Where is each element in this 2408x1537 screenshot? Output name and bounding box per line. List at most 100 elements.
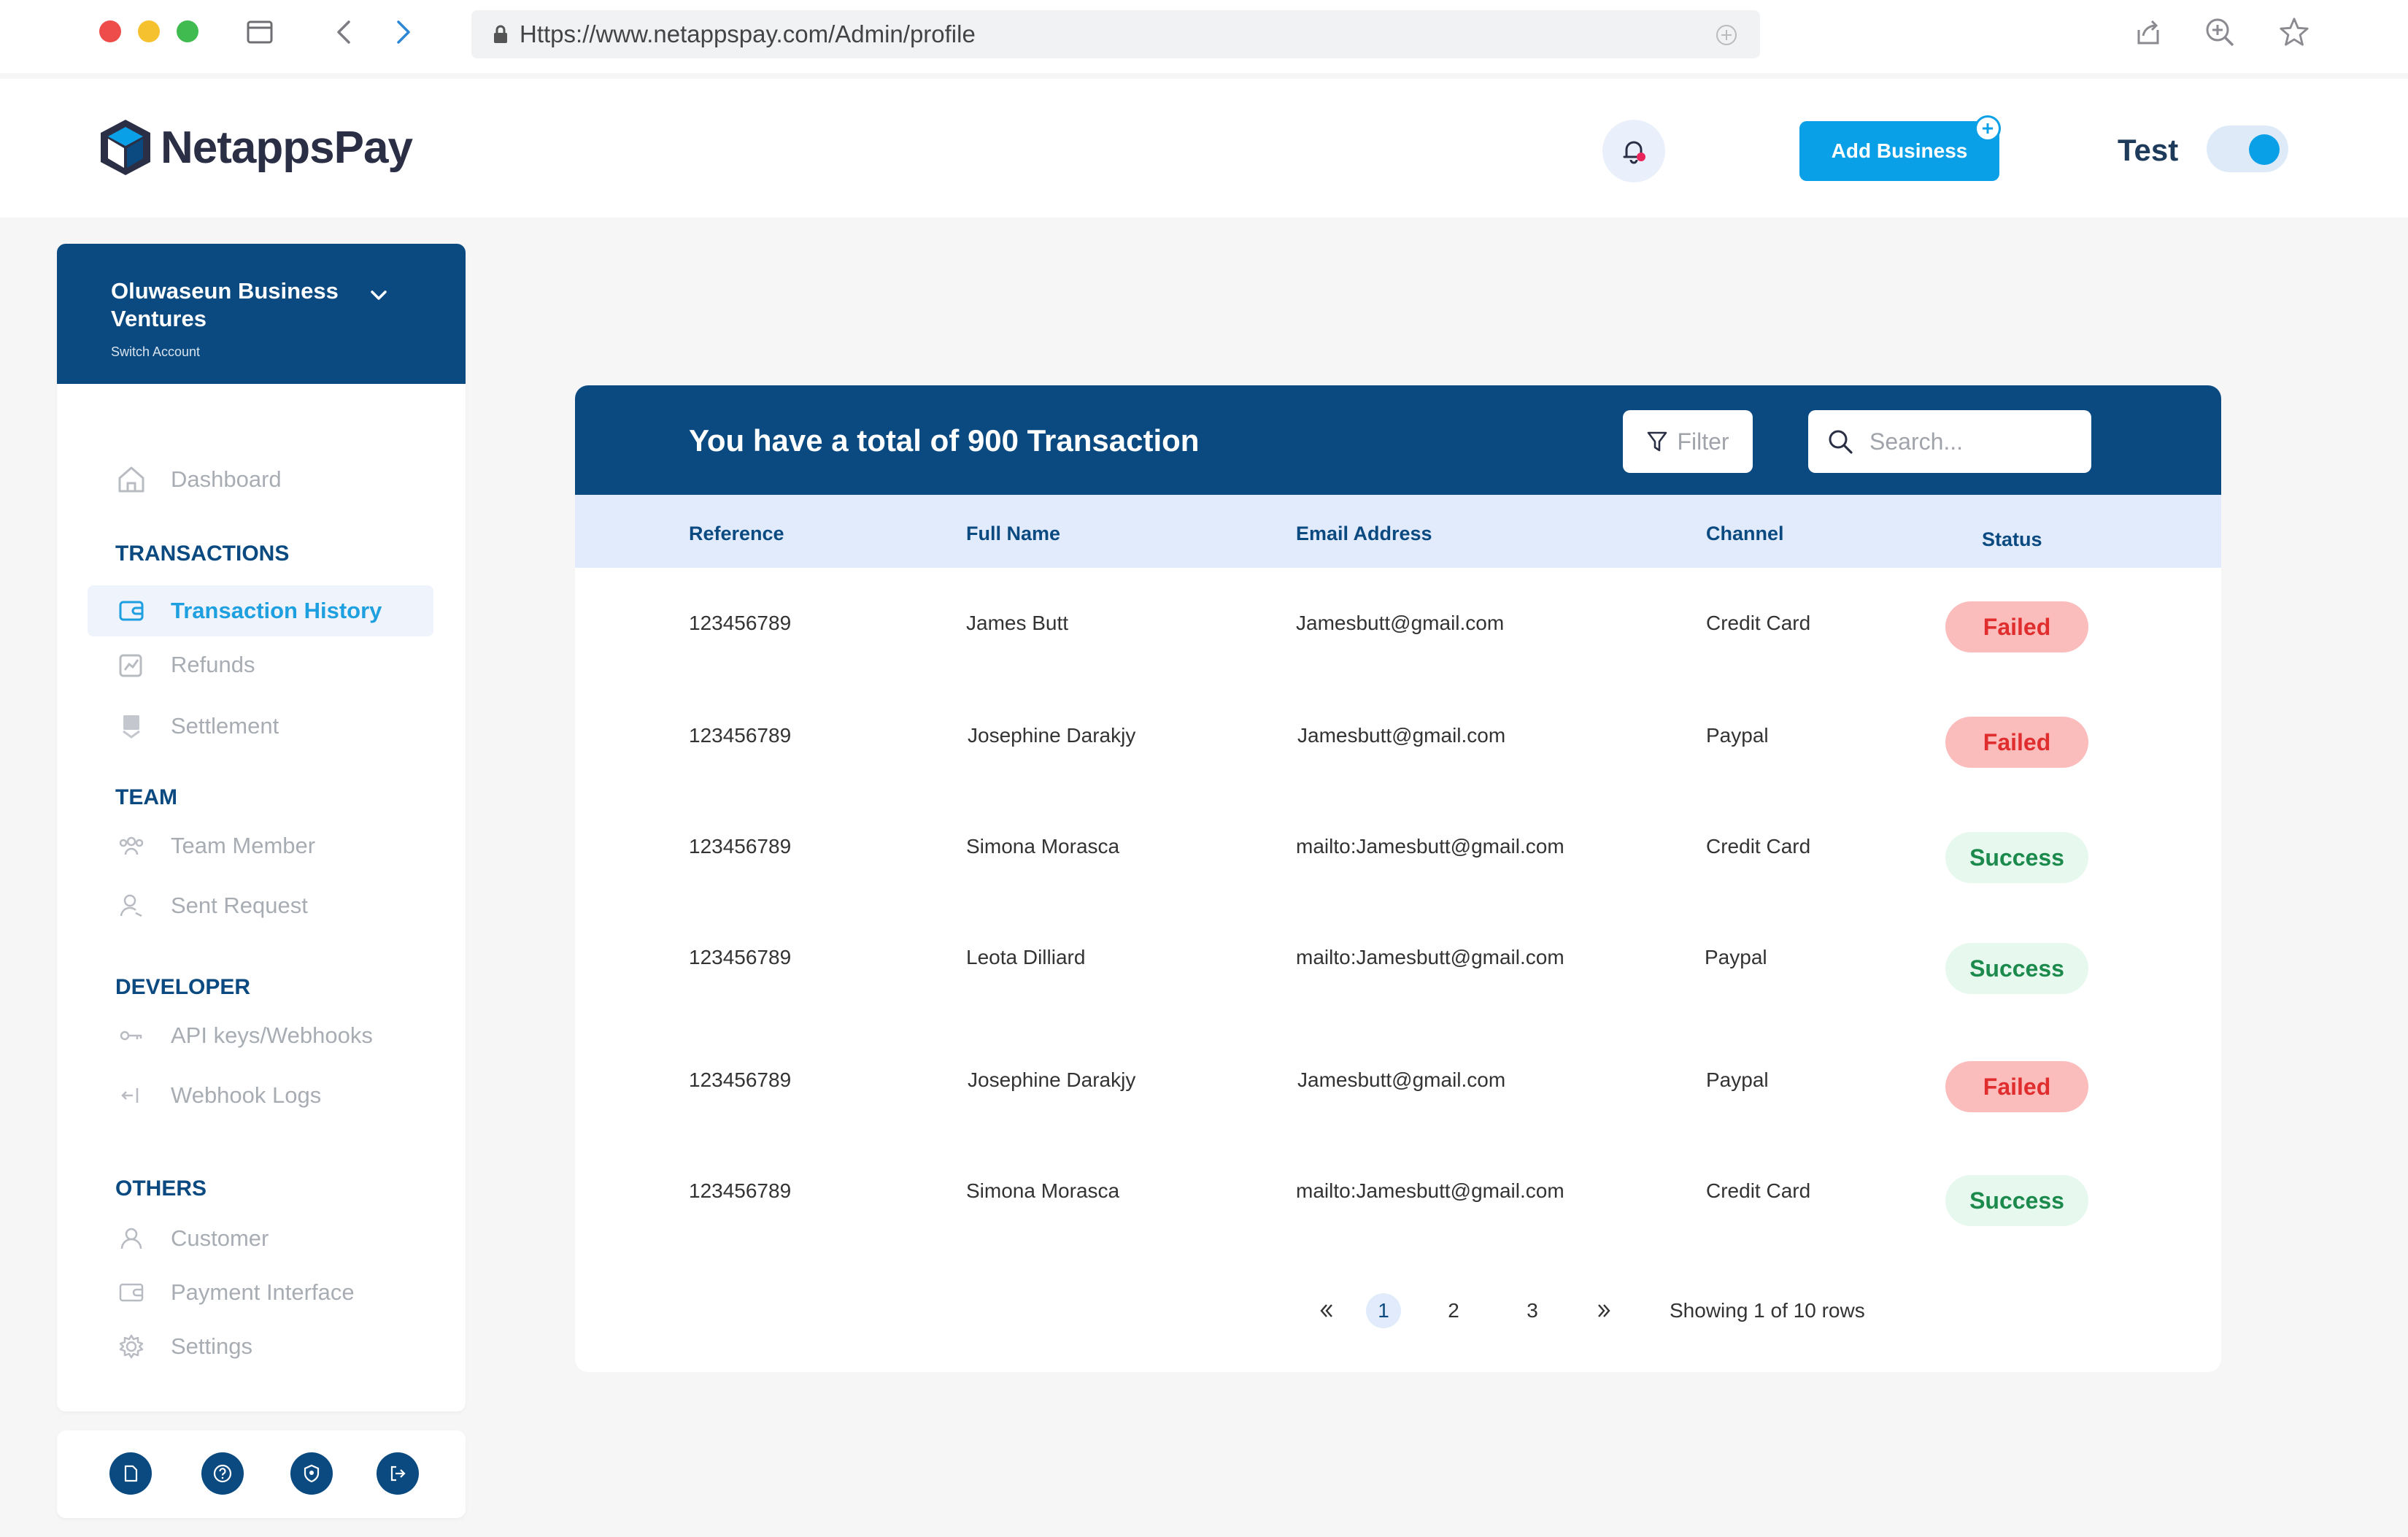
cell-channel: Credit Card <box>1706 1179 1811 1202</box>
table-header: Reference Full Name Email Address Channe… <box>575 495 2221 568</box>
filter-label: Filter <box>1677 428 1729 455</box>
cell-full-name: Josephine Darakjy <box>968 1068 1136 1091</box>
chevron-down-icon[interactable] <box>363 280 394 311</box>
notifications-button[interactable] <box>1602 120 1665 182</box>
plus-icon <box>1975 115 2001 142</box>
sidebar-item-api-keys[interactable]: API keys/Webhooks <box>115 1017 373 1054</box>
filter-button[interactable]: Filter <box>1623 410 1753 473</box>
table-row[interactable]: 123456789 Simona Morasca mailto:Jamesbut… <box>575 806 2221 915</box>
close-window-button[interactable] <box>99 20 121 42</box>
document-icon[interactable] <box>109 1452 152 1495</box>
pagination-info: Showing 1 of 10 rows <box>1670 1299 1865 1322</box>
brand-name: NetappsPay <box>161 122 413 173</box>
last-page-icon[interactable] <box>1586 1293 1621 1328</box>
column-header-status[interactable]: Status <box>1982 528 2042 550</box>
table-row[interactable]: 123456789 Simona Morasca mailto:Jamesbut… <box>575 1150 2221 1260</box>
cell-channel: Paypal <box>1705 946 1767 968</box>
sidebar-item-label: Payment Interface <box>171 1279 355 1305</box>
add-tab-icon[interactable] <box>1715 23 1738 47</box>
sidebar-item-dashboard[interactable]: Dashboard <box>115 461 282 498</box>
page-button-3[interactable]: 3 <box>1527 1299 1538 1322</box>
sidebar-item-label: Settlement <box>171 713 279 739</box>
sidebar-item-settings[interactable]: Settings <box>115 1328 252 1365</box>
transactions-total-title: You have a total of 900 Transaction <box>689 423 1200 458</box>
first-page-icon[interactable] <box>1309 1293 1344 1328</box>
cell-reference: 123456789 <box>689 612 792 634</box>
test-mode-toggle[interactable] <box>2207 126 2288 172</box>
cell-email: mailto:Jamesbutt@gmail.com <box>1296 946 1564 968</box>
page-button-1[interactable]: 1 <box>1366 1293 1401 1328</box>
refund-chart-icon <box>115 649 147 681</box>
account-switcher[interactable]: Oluwaseun Business Ventures Switch Accou… <box>57 244 466 384</box>
share-icon[interactable] <box>2132 16 2164 48</box>
sidebar-toggle-icon[interactable] <box>244 16 276 48</box>
sidebar-item-refunds[interactable]: Refunds <box>115 647 255 683</box>
sidebar-item-transaction-history[interactable]: Transaction History <box>88 585 433 636</box>
sidebar-item-payment-interface[interactable]: Payment Interface <box>115 1274 355 1311</box>
cell-email: mailto:Jamesbutt@gmail.com <box>1296 1179 1564 1202</box>
sidebar-item-settlement[interactable]: Settlement <box>115 708 279 744</box>
table-row[interactable]: 123456789 Leota Dilliard mailto:Jamesbut… <box>575 915 2221 1025</box>
maximize-window-button[interactable] <box>177 20 198 42</box>
help-icon[interactable] <box>201 1452 244 1495</box>
section-others: OTHERS <box>115 1176 207 1201</box>
url-text: Https://www.netappspay.com/Admin/profile <box>520 20 976 47</box>
pagination: 1 2 3 Showing 1 of 10 rows <box>575 1293 2221 1337</box>
logout-icon[interactable] <box>377 1452 419 1495</box>
brand-logo[interactable]: NetappsPay <box>98 117 413 178</box>
add-business-button[interactable]: Add Business <box>1799 121 1999 181</box>
home-icon <box>115 463 147 496</box>
log-arrow-icon <box>115 1079 147 1112</box>
cell-email: Jamesbutt@gmail.com <box>1296 612 1505 634</box>
status-badge: Success <box>1945 832 2088 883</box>
switch-account-label[interactable]: Switch Account <box>111 344 201 359</box>
card-header: You have a total of 900 Transaction Filt… <box>575 385 2221 495</box>
gear-icon <box>115 1330 147 1363</box>
cell-reference: 123456789 <box>689 1179 792 1202</box>
cell-email: Jamesbutt@gmail.com <box>1297 724 1506 747</box>
minimize-window-button[interactable] <box>138 20 160 42</box>
sidebar-item-customer[interactable]: Customer <box>115 1220 269 1257</box>
section-team: TEAM <box>115 785 177 809</box>
zoom-in-icon[interactable] <box>2204 16 2236 48</box>
search-box[interactable] <box>1808 410 2091 473</box>
sidebar-item-webhook-logs[interactable]: Webhook Logs <box>115 1077 321 1114</box>
status-badge: Success <box>1945 1175 2088 1226</box>
column-header-email[interactable]: Email Address <box>1296 523 1432 544</box>
sidebar-item-label: Webhook Logs <box>171 1082 322 1108</box>
section-developer: DEVELOPER <box>115 975 251 999</box>
cell-reference: 123456789 <box>689 835 792 858</box>
table-row[interactable]: 123456789 Josephine Darakjy Jamesbutt@gm… <box>575 1038 2221 1147</box>
column-header-reference[interactable]: Reference <box>689 523 784 544</box>
user-request-icon <box>115 890 147 922</box>
sidebar-item-label: Transaction History <box>171 598 382 623</box>
column-header-full-name[interactable]: Full Name <box>966 523 1061 544</box>
forward-icon[interactable] <box>387 16 419 48</box>
wallet-icon <box>115 595 147 627</box>
search-input[interactable] <box>1869 428 2074 455</box>
column-header-channel[interactable]: Channel <box>1706 523 1784 544</box>
address-bar[interactable]: Https://www.netappspay.com/Admin/profile <box>471 10 1760 58</box>
sidebar-item-label: Team Member <box>171 833 316 858</box>
section-transactions: TRANSACTIONS <box>115 542 290 566</box>
shield-icon[interactable] <box>290 1452 333 1495</box>
back-icon[interactable] <box>328 16 360 48</box>
page-button-2[interactable]: 2 <box>1448 1299 1459 1322</box>
cell-reference: 123456789 <box>689 724 792 747</box>
cell-channel: Paypal <box>1706 1068 1769 1091</box>
table-row[interactable]: 123456789 Josephine Darakjy Jamesbutt@gm… <box>575 693 2221 803</box>
sidebar-item-label: Refunds <box>171 652 255 677</box>
cell-full-name: Leota Dilliard <box>966 946 1086 968</box>
status-badge: Failed <box>1945 601 2088 652</box>
payment-wallet-icon <box>115 1276 147 1309</box>
status-badge: Success <box>1945 943 2088 994</box>
cell-full-name: Simona Morasca <box>966 1179 1120 1202</box>
table-row[interactable]: 123456789 James Butt Jamesbutt@gmail.com… <box>575 582 2221 692</box>
search-icon <box>1826 427 1855 456</box>
sidebar-item-team-member[interactable]: Team Member <box>115 828 315 864</box>
team-icon <box>115 830 147 862</box>
sidebar-item-label: Settings <box>171 1333 253 1359</box>
sidebar-item-sent-request[interactable]: Sent Request <box>115 887 308 924</box>
bookmark-star-icon[interactable] <box>2278 16 2310 48</box>
cell-channel: Paypal <box>1706 724 1769 747</box>
